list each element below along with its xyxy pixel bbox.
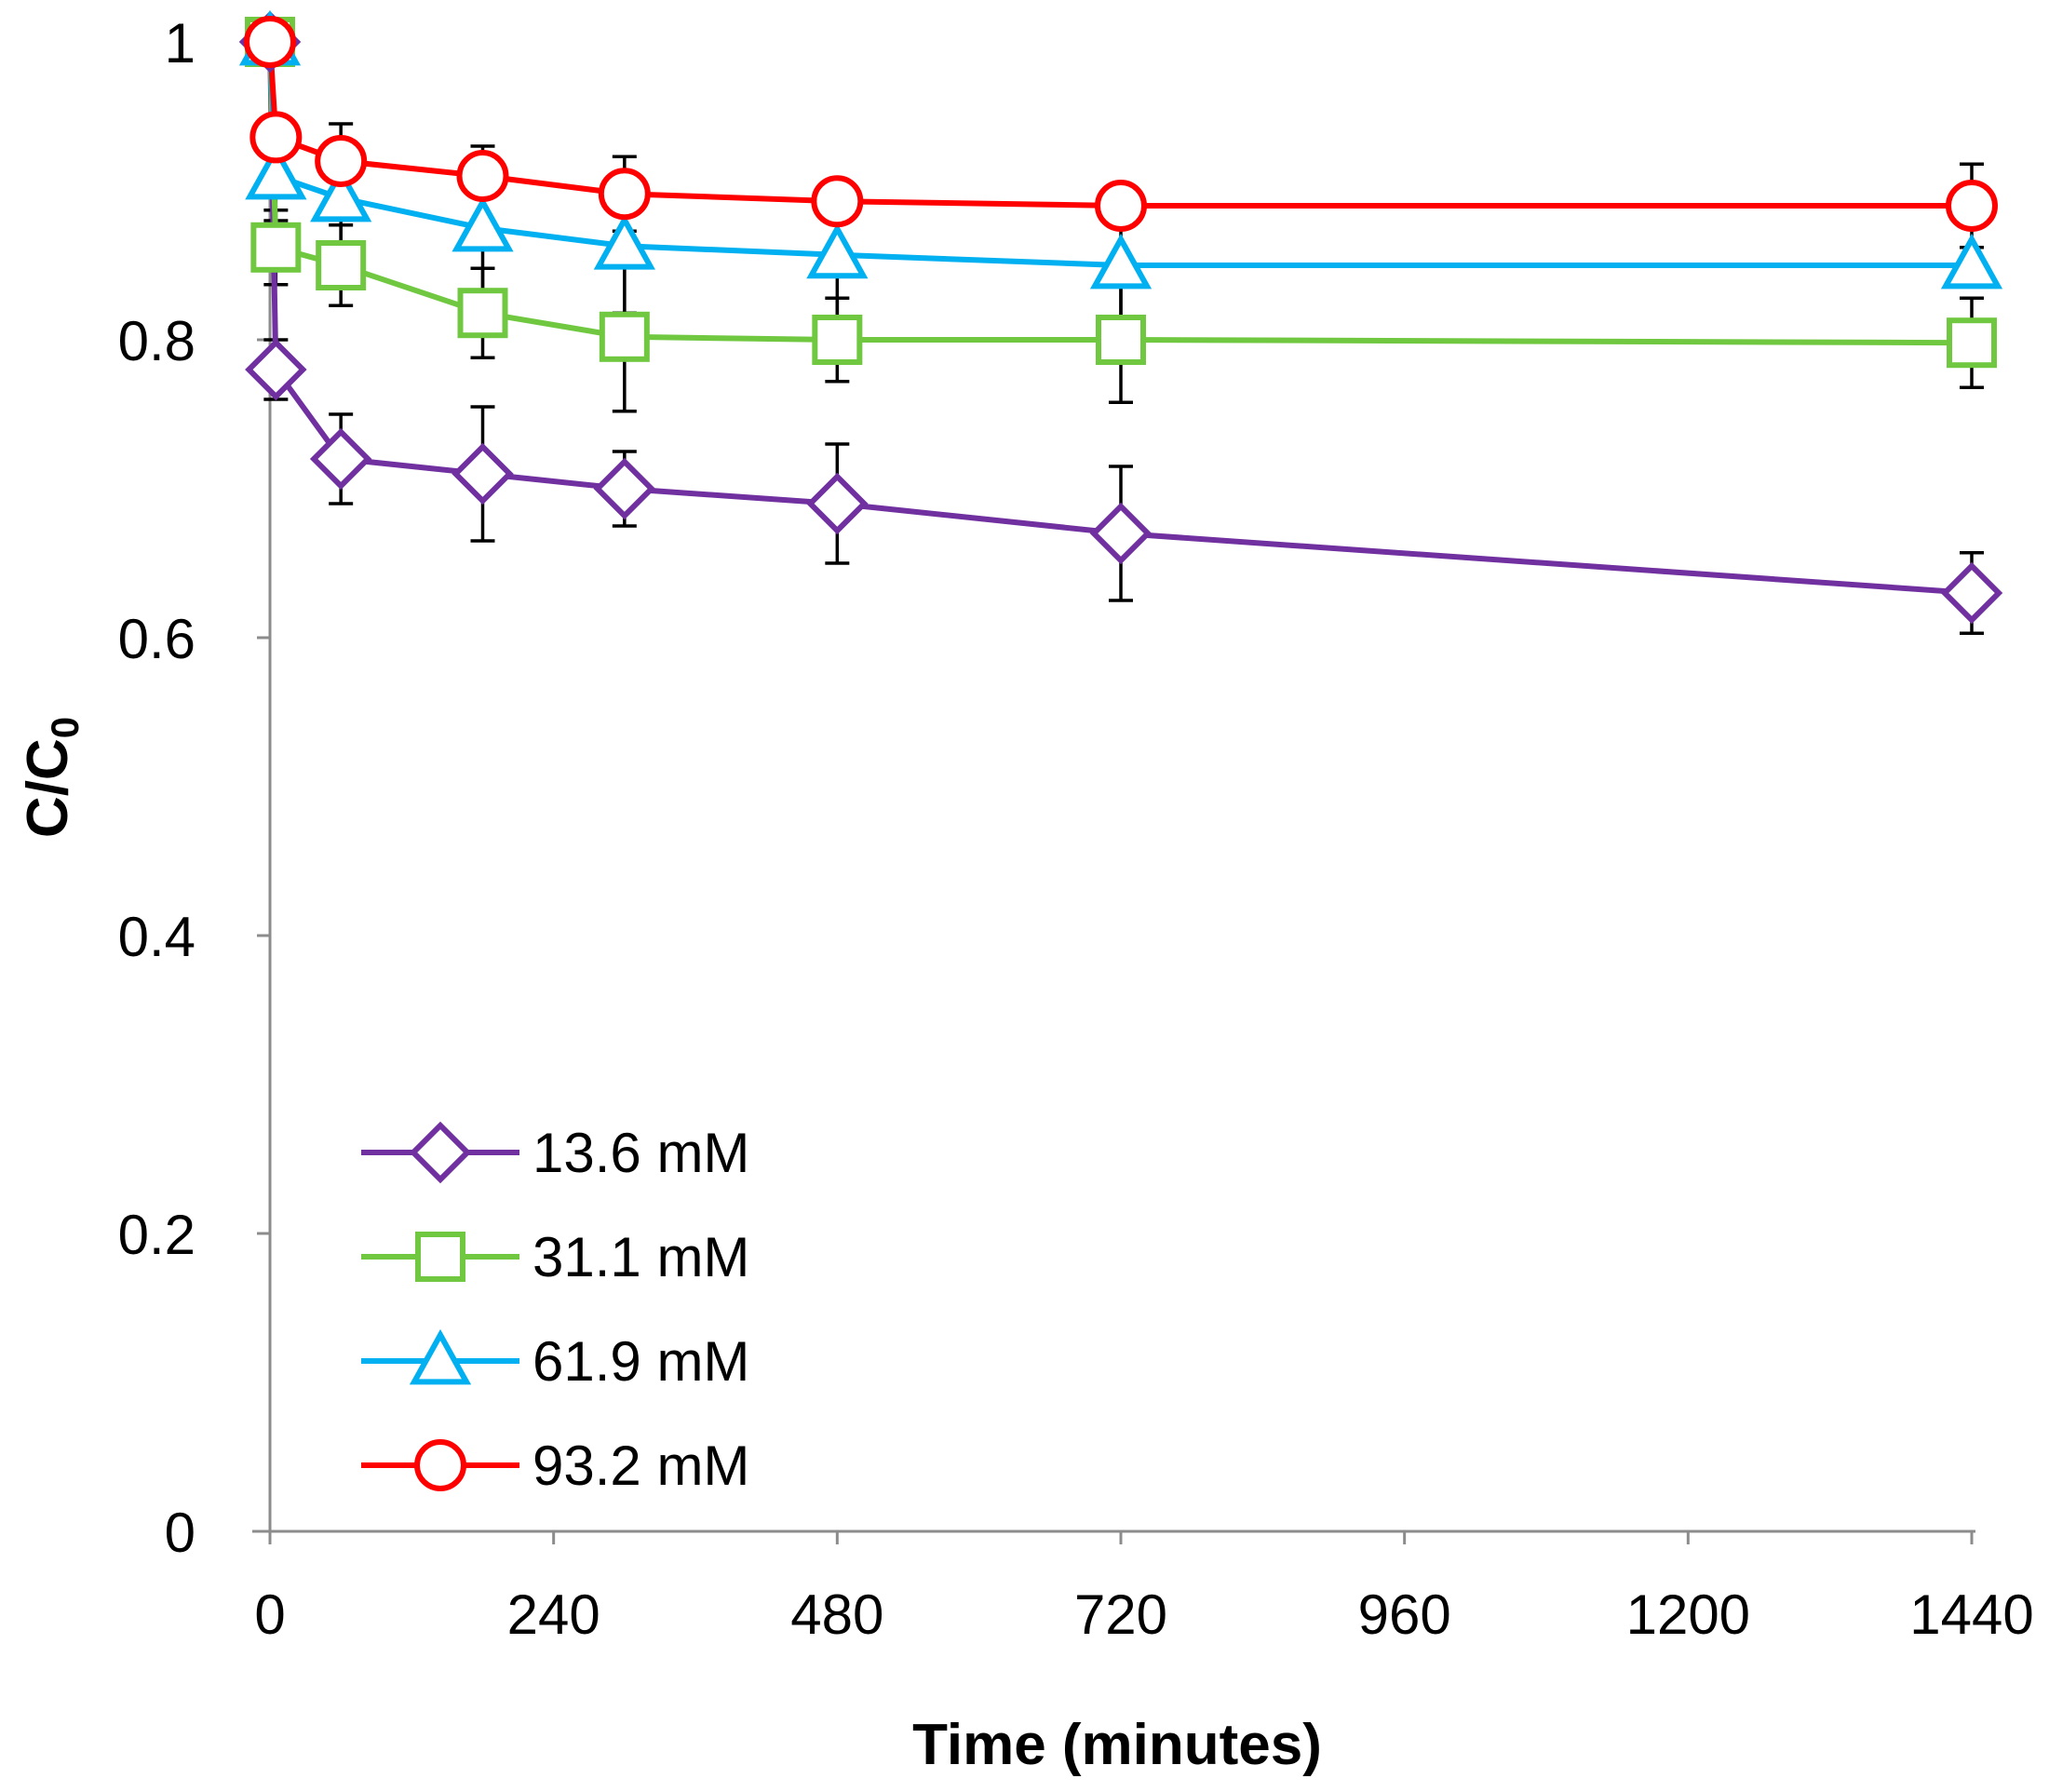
x-tick-label: 960 [1358, 1583, 1451, 1646]
data-point-triangle [806, 222, 869, 279]
axes-layer: 0 0.2 0.4 0.6 0.8 1 0 240 480 720 960 1200 1440 [118, 12, 2034, 1646]
data-point-circle [315, 135, 368, 187]
data-point-diamond [1089, 502, 1153, 565]
data-point-circle [1946, 180, 1998, 232]
y-tick-label: 0.2 [118, 1204, 195, 1266]
data-point-diamond [309, 427, 372, 491]
data-point-square [1096, 315, 1146, 365]
legend-label: 61.9 mM [532, 1330, 749, 1393]
data-point-triangle [245, 143, 307, 200]
data-point-square [250, 222, 302, 273]
y-tick-label: 0.4 [118, 906, 195, 968]
legend-label: 93.2 mM [532, 1435, 749, 1497]
y-axis-title-subscript: 0 [43, 717, 87, 738]
x-tick-label: 720 [1074, 1583, 1167, 1646]
data-point-triangle [310, 166, 372, 222]
data-point-square [812, 315, 863, 365]
y-tick-label: 1 [165, 12, 195, 74]
x-tick-label: 480 [790, 1583, 883, 1646]
data-point-circle [456, 150, 509, 202]
data-point-square [1947, 317, 1997, 369]
data-point-circle [1095, 180, 1147, 232]
data-point-diamond [452, 442, 514, 505]
y-axis-title: C/C0 [16, 717, 87, 838]
data-point-diamond [806, 472, 869, 535]
data-point-diamond [409, 1121, 472, 1184]
data-point-circle [811, 175, 864, 228]
y-tick-label: 0.8 [118, 310, 195, 372]
data-point-square [316, 240, 367, 290]
x-tick-label: 1440 [1909, 1583, 2033, 1646]
legend: 13.6 mM 31.1 mM 61.9 mM 93.2 mM [361, 1121, 749, 1497]
x-axis-title: Time (minutes) [912, 1713, 1322, 1777]
data-point-triangle [1089, 233, 1153, 290]
legend-label: 31.1 mM [532, 1226, 749, 1288]
data-point-triangle [409, 1328, 472, 1385]
x-tick-label: 1200 [1626, 1583, 1750, 1646]
y-tick-label: 0 [165, 1502, 195, 1564]
data-point-circle [249, 111, 303, 164]
data-point-square [599, 311, 650, 362]
y-tick-label: 0.6 [118, 608, 195, 670]
data-point-triangle [593, 214, 655, 270]
data-point-circle [244, 16, 296, 68]
data-point-square [457, 288, 508, 339]
data-point-square [415, 1232, 465, 1282]
marker-layer [238, 9, 2003, 625]
data-point-diamond [593, 457, 656, 520]
legend-label: 13.6 mM [532, 1122, 749, 1184]
data-point-circle [414, 1439, 466, 1491]
x-tick-label: 240 [507, 1583, 600, 1646]
data-point-diamond [245, 338, 307, 401]
data-point-triangle [1940, 233, 2003, 290]
data-point-triangle [452, 195, 514, 252]
data-point-diamond [1940, 561, 2003, 625]
y-axis-title-main: C/C [16, 738, 80, 838]
x-tick-label: 0 [254, 1583, 285, 1646]
data-point-circle [598, 168, 651, 221]
